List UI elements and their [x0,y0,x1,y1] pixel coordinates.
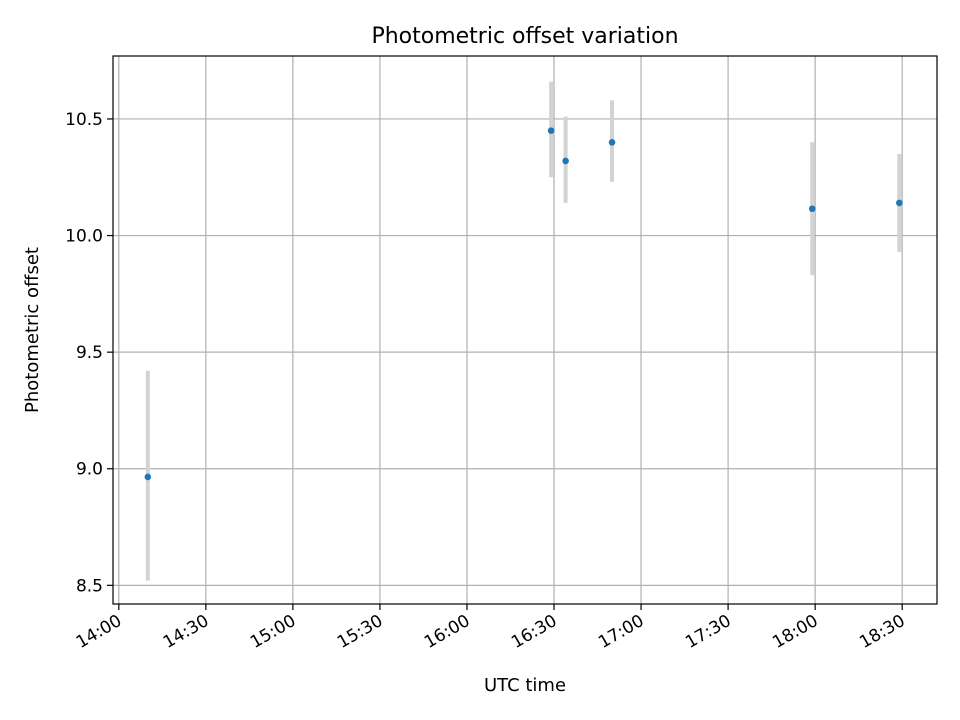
x-axis-label: UTC time [484,675,566,696]
x-tick-label: 14:00 [73,611,125,653]
x-tick-label: 17:00 [595,611,647,653]
data-point [608,138,616,146]
x-tick-label: 14:30 [160,611,212,653]
x-tick-label: 16:30 [508,611,560,653]
x-axis-ticks: 14:00 14:30 15:00 15:30 16:00 16:30 17:00 17:30… [73,604,909,653]
data-point [547,127,555,134]
error-bars [145,81,902,581]
data-point [895,199,903,207]
x-tick-label: 15:00 [247,611,299,653]
x-tick-label: 17:30 [682,611,734,653]
data-point [144,473,152,481]
x-tick-label: 15:30 [334,611,386,653]
data-points [144,127,903,481]
y-tick-label: 10.5 [65,110,103,130]
grid [113,56,937,604]
x-tick-label: 18:00 [769,611,821,653]
y-tick-label: 9.5 [76,343,103,363]
data-point [808,205,816,213]
y-axis-ticks: 8.5 9.0 9.5 10.0 10.5 [65,110,113,596]
x-tick-label: 18:30 [856,611,908,653]
y-axis-label: Photometric offset [22,247,43,413]
data-point [562,157,569,165]
y-tick-label: 8.5 [76,576,103,596]
plot-frame [112,55,938,605]
y-tick-label: 9.0 [76,460,103,480]
y-tick-label: 10.0 [65,227,103,247]
chart-title: Photometric offset variation [371,24,678,49]
x-tick-label: 16:00 [421,611,473,653]
